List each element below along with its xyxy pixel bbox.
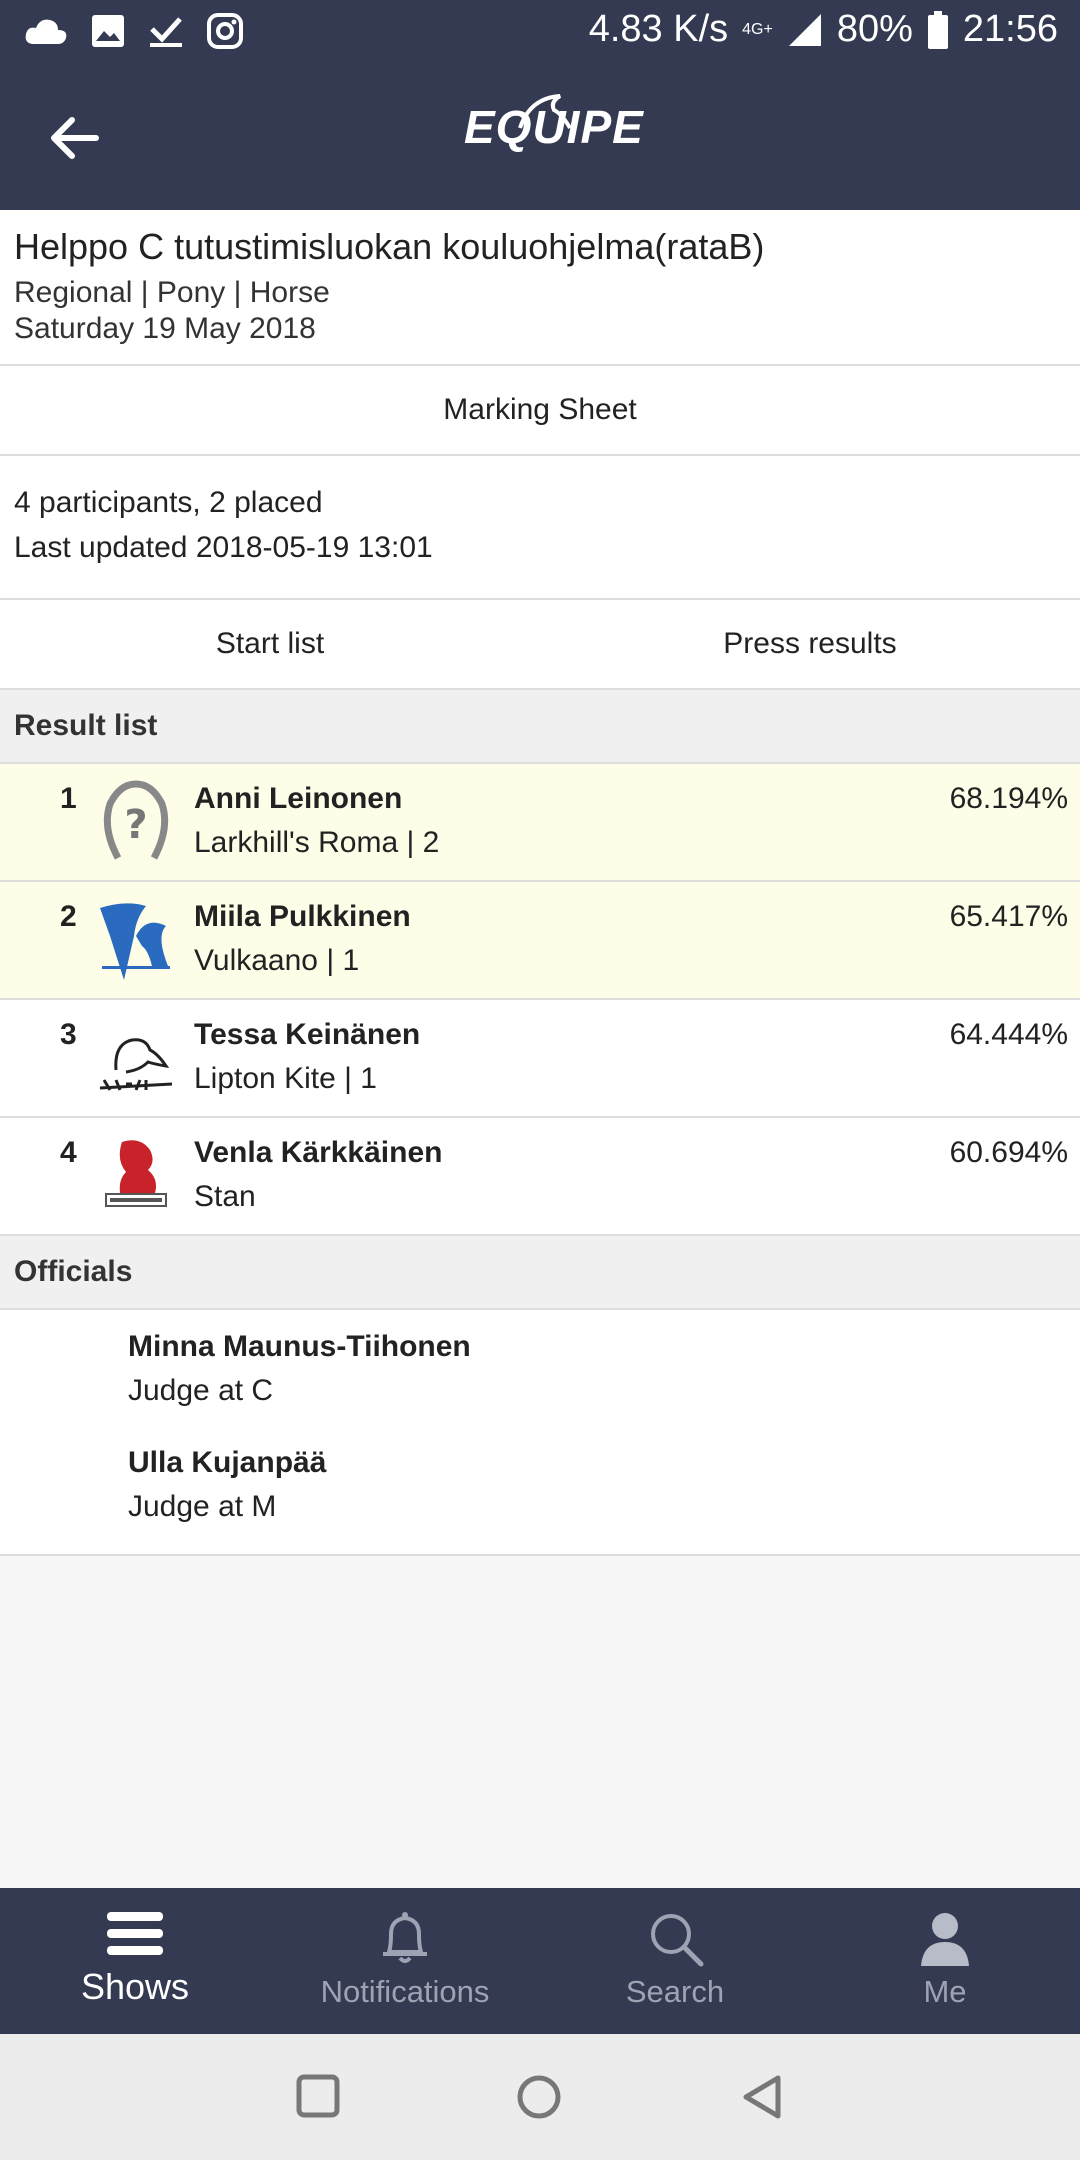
download-check-icon [150,17,182,47]
network-type: 4G+ [742,20,773,38]
tab-search[interactable]: Search [540,1888,810,2034]
horse-name: Vulkaano | 1 [194,944,360,977]
official-name: Minna Maunus-Tiihonen [128,1330,471,1363]
recent-apps-icon[interactable] [296,2074,340,2118]
rider-name: Tessa Keinänen [194,1018,421,1051]
cloud-icon [25,19,67,44]
tab-label: Me [923,1974,967,2009]
home-icon[interactable] [516,2074,562,2120]
official-item: Ulla Kujanpää Judge at M [0,1426,1080,1542]
battery-percent: 80% [836,8,913,50]
horse-head-logo-icon [518,94,572,129]
class-info: 4 participants, 2 placed Last updated 20… [0,456,1080,600]
clock: 21:56 [962,8,1058,50]
class-header: Helppo C tutustimisluokan kouluohjelma(r… [0,210,1080,366]
image-icon [92,15,124,47]
rider-name: Miila Pulkkinen [194,900,411,933]
bottom-tab-bar: Shows Notifications Search Me [0,1888,1080,2034]
start-list-link[interactable]: Start list [215,627,325,660]
marking-sheet-link[interactable]: Marking Sheet [0,366,1080,456]
officials-header: Officials [0,1236,1080,1310]
press-results-link[interactable]: Press results [723,627,897,660]
app-bar: EQUIPE [0,64,1080,210]
rider-name: Venla Kärkkäinen [194,1136,443,1169]
status-bar: 4.83 K/s 4G+ 80% 21:56 [0,0,1080,64]
back-icon[interactable] [740,2074,784,2120]
result-rank: 1 [60,782,77,815]
red-horse-club-logo [105,1140,167,1207]
signal-icon [788,13,821,46]
result-score: 64.444% [949,1018,1068,1051]
system-nav-bar [0,2034,1080,2160]
instagram-icon [207,13,243,49]
tab-notifications[interactable]: Notifications [270,1888,540,2034]
search-icon [651,1914,704,1967]
class-date: Saturday 19 May 2018 [14,312,316,345]
class-title: Helppo C tutustimisluokan kouluohjelma(r… [14,226,765,267]
result-row[interactable]: 1 ? Anni Leinonen Larkhill's Roma | 2 68… [0,764,1080,882]
tab-label: Notifications [320,1974,490,2009]
result-score: 60.694% [949,1136,1068,1169]
official-role: Judge at M [128,1490,277,1523]
list-links: Start list Press results [0,600,1080,690]
class-category: Regional | Pony | Horse [14,276,330,309]
tab-label: Search [625,1974,725,2009]
result-rank: 2 [60,900,77,933]
result-list-header: Result list [0,690,1080,764]
horse-name: Stan [194,1180,256,1213]
unknown-club-horseshoe-icon: ? [103,780,169,860]
ha-71-club-logo [99,1038,173,1091]
last-updated: Last updated 2018-05-19 13:01 [14,531,433,564]
tab-label: Shows [80,1966,190,2007]
tab-me[interactable]: Me [810,1888,1080,2034]
back-arrow-icon[interactable] [46,110,102,166]
bell-icon [383,1912,427,1963]
result-rank: 3 [60,1018,77,1051]
result-score: 68.194% [949,782,1068,815]
official-item: Minna Maunus-Tiihonen Judge at C [0,1310,1080,1426]
officials-list: Minna Maunus-Tiihonen Judge at C Ulla Ku… [0,1310,1080,1556]
rider-name: Anni Leinonen [194,782,403,815]
result-row[interactable]: 4 Venla Kärkkäinen Stan 60.694% [0,1118,1080,1236]
person-icon [921,1913,969,1966]
vur-varkaus-club-logo [100,903,170,980]
hamburger-icon [107,1912,163,1955]
horse-name: Larkhill's Roma | 2 [194,826,440,859]
official-role: Judge at C [128,1374,274,1407]
battery-icon [927,10,948,49]
app-logo: EQUIPE [464,101,644,153]
svg-text:?: ? [124,802,147,848]
result-row[interactable]: 2 Miila Pulkkinen Vulkaano | 1 65.417% [0,882,1080,1000]
network-speed: 4.83 K/s [588,8,729,50]
tab-shows[interactable]: Shows [0,1888,270,2034]
result-score: 65.417% [949,900,1068,933]
result-rank: 4 [60,1136,77,1169]
result-row[interactable]: 3 Tessa Keinänen Lipton Kite | 1 64.444% [0,1000,1080,1118]
participants-count: 4 participants, 2 placed [14,486,323,519]
horse-name: Lipton Kite | 1 [194,1062,377,1095]
results-content: Helppo C tutustimisluokan kouluohjelma(r… [0,210,1080,1556]
official-name: Ulla Kujanpää [128,1446,327,1479]
